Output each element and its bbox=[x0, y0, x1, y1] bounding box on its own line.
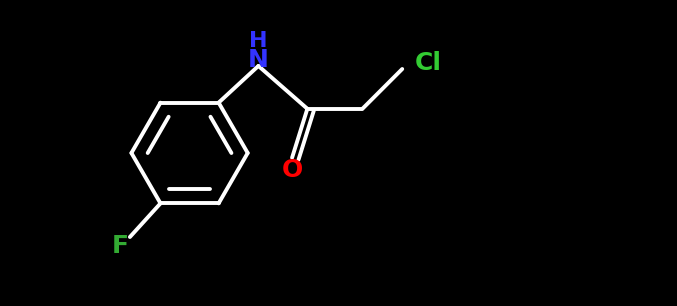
Text: N: N bbox=[248, 48, 269, 72]
Text: H: H bbox=[249, 32, 267, 51]
Text: F: F bbox=[112, 234, 129, 258]
Text: Cl: Cl bbox=[414, 51, 441, 75]
Text: O: O bbox=[282, 158, 303, 182]
